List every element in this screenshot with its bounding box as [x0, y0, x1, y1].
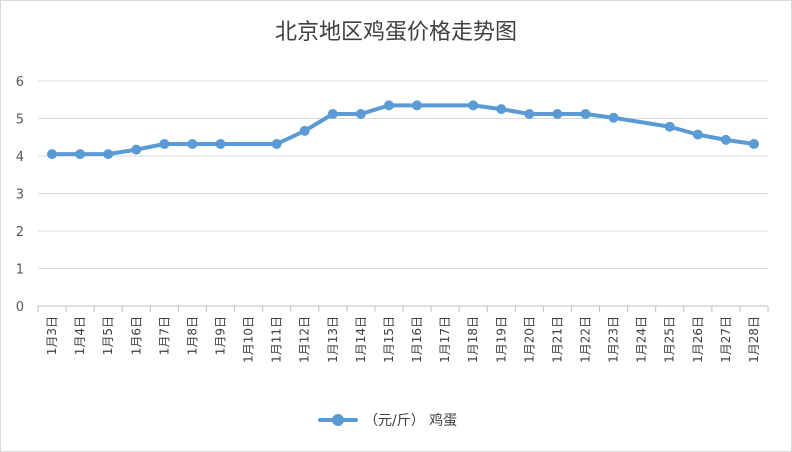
y-tick-label: 4 [16, 150, 24, 165]
data-point [271, 139, 282, 149]
x-tick-label: 1月19日 [494, 316, 508, 363]
data-point [159, 139, 170, 149]
data-point [47, 149, 58, 160]
x-tick-label: 1月28日 [747, 316, 761, 363]
data-point [496, 104, 507, 115]
x-axis: 1月3日 1月4日 1月5日 1月6日 1月7日 1月8日 1月9日 1月10日 1月11日 1月… [37, 305, 769, 363]
y-axis: 0 1 2 3 4 5 6 [16, 75, 24, 315]
x-tick-label: 1月15日 [382, 316, 396, 363]
x-tick-label: 1月26日 [691, 316, 705, 363]
x-tick-label: 1月9日 [214, 316, 228, 355]
y-tick-label: 5 [16, 113, 24, 128]
x-tick-label: 1月6日 [129, 316, 143, 355]
series-line [50, 103, 756, 157]
x-tick-label: 1月8日 [185, 316, 199, 355]
data-point [720, 134, 731, 145]
data-point [608, 112, 619, 123]
y-tick-label: 6 [16, 75, 24, 90]
data-point [299, 125, 310, 136]
x-tick-label: 1月4日 [73, 316, 87, 355]
data-point [355, 109, 366, 119]
data-point [215, 139, 226, 149]
series-layer [47, 100, 759, 160]
gridlines [38, 80, 768, 269]
x-tick-label: 1月16日 [410, 316, 424, 363]
y-tick-label: 3 [16, 188, 24, 203]
data-point [468, 100, 479, 111]
x-tick-label: 1月27日 [719, 316, 733, 363]
x-tick-label: 1月21日 [550, 316, 564, 363]
data-point [187, 139, 198, 149]
x-tick-label: 1月10日 [242, 316, 256, 363]
y-tick-label: 0 [16, 300, 24, 315]
data-point [580, 109, 591, 119]
x-tick-label: 1月23日 [607, 316, 621, 363]
x-tick-label: 1月5日 [101, 316, 115, 355]
data-point [552, 109, 563, 119]
data-point [524, 109, 535, 119]
data-point [383, 100, 394, 111]
x-tick-label: 1月18日 [466, 316, 480, 363]
x-tick-label: 1月7日 [157, 316, 171, 355]
chart-title: 北京地区鸡蛋价格走势图 [274, 20, 517, 45]
data-point [412, 100, 423, 111]
x-tick-label: 1月20日 [522, 316, 536, 363]
legend-marker-icon [318, 413, 358, 427]
data-point [75, 149, 86, 160]
data-point [692, 129, 703, 140]
x-tick-label: 1月24日 [635, 316, 649, 363]
x-tick-label: 1月13日 [326, 316, 340, 363]
data-point [748, 139, 759, 149]
x-tick-label: 1月12日 [298, 316, 312, 363]
x-tick-label: 1月11日 [270, 316, 284, 363]
legend-label: （元/斤） 鸡蛋 [364, 413, 458, 429]
x-tick-label: 1月25日 [663, 316, 677, 363]
x-tick-label: 1月3日 [45, 316, 59, 355]
x-tick-label: 1月14日 [354, 316, 368, 363]
y-tick-label: 2 [16, 225, 24, 240]
data-point [131, 144, 142, 155]
x-tick-label: 1月17日 [438, 316, 452, 363]
data-point [664, 121, 675, 132]
x-tick-label: 1月22日 [579, 316, 593, 363]
data-point [103, 149, 114, 160]
y-tick-label: 1 [16, 263, 24, 278]
data-point [327, 109, 338, 119]
legend: （元/斤） 鸡蛋 [318, 410, 457, 430]
